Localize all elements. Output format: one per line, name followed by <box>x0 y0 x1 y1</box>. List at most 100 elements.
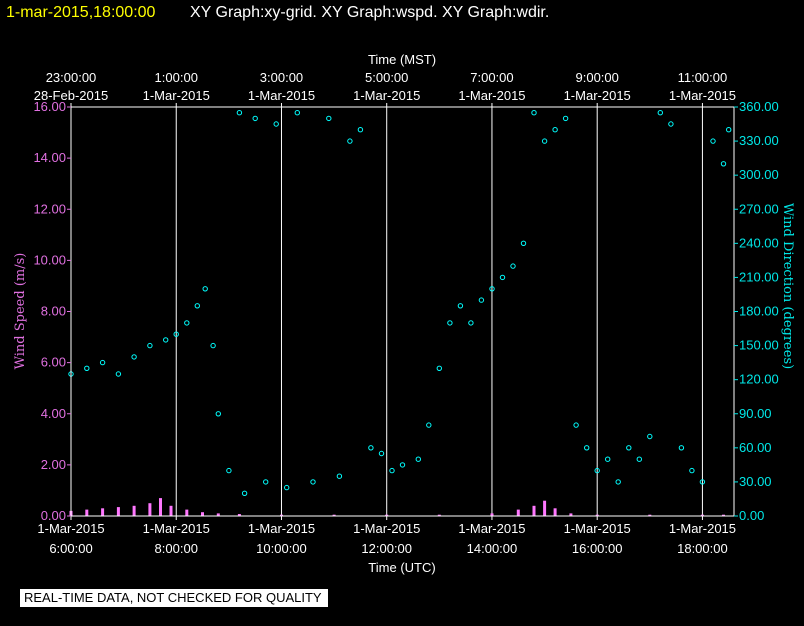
wdir-point <box>163 337 169 343</box>
wdir-point <box>573 422 579 428</box>
wdir-point <box>531 110 537 116</box>
wdir-point <box>202 286 208 292</box>
left-tick-label: 14.00 <box>33 150 66 165</box>
left-axis-title: Wind Speed (m/s) <box>13 253 28 370</box>
wdir-point <box>678 445 685 451</box>
wdir-point <box>215 411 222 417</box>
wdir-point <box>499 274 506 281</box>
quality-note: REAL-TIME DATA, NOT CHECKED FOR QUALITY <box>20 589 328 607</box>
wdir-point <box>236 110 243 116</box>
wdir-point <box>294 110 300 116</box>
wdir-point <box>478 297 485 303</box>
right-tick-label: 210.00 <box>739 269 779 284</box>
wdir-point <box>210 342 216 349</box>
wdir-point <box>699 479 706 485</box>
wdir-point <box>131 354 137 360</box>
right-tick-label: 180.00 <box>739 304 779 319</box>
right-tick-label: 0.00 <box>739 508 764 523</box>
wdir-point <box>326 115 332 122</box>
wdir-point <box>368 445 374 451</box>
right-tick-label: 300.00 <box>739 167 779 182</box>
wdir-point <box>194 303 201 309</box>
wdir-point <box>415 456 421 462</box>
plot-frame <box>70 106 735 517</box>
bottom-tick-date: 1-Mar-2015 <box>669 521 736 536</box>
top-tick-time: 9:00:00 <box>576 70 619 85</box>
wdir-point <box>115 371 122 377</box>
left-tick-label: 12.00 <box>33 201 66 216</box>
top-tick-date: 1-Mar-2015 <box>353 88 420 103</box>
wdir-point <box>378 450 385 457</box>
wdir-point <box>357 127 364 133</box>
wdir-point <box>626 445 632 451</box>
right-tick-label: 30.00 <box>739 474 772 489</box>
wdir-point <box>594 467 600 474</box>
top-axis-ticks: 23:00:00 28-Feb-2015 1:00:00 1-Mar-2015 3:00… <box>34 70 736 107</box>
top-tick-time: 11:00:00 <box>678 70 728 85</box>
top-tick-time: 5:00:00 <box>365 70 408 85</box>
bottom-tick-time: 8:00:00 <box>155 541 198 556</box>
wdir-point <box>668 121 674 127</box>
bottom-axis-ticks: 1-Mar-2015 6:00:00 1-Mar-2015 8:00:00 1-Mar-… <box>37 516 736 556</box>
top-tick-date: 1-Mar-2015 <box>564 88 631 103</box>
top-tick-date: 1-Mar-2015 <box>458 88 525 103</box>
wdir-point <box>241 490 248 496</box>
wdir-point <box>562 115 569 122</box>
wdir-point <box>226 467 232 474</box>
right-tick-label: 150.00 <box>739 338 779 353</box>
left-tick-label: 2.00 <box>41 457 66 472</box>
bottom-tick-date: 1-Mar-2015 <box>458 521 525 536</box>
wdir-point <box>252 115 258 122</box>
top-tick-date: 1-Mar-2015 <box>143 88 210 103</box>
bottom-axis-title: Time (UTC) <box>368 560 435 575</box>
wdir-point <box>657 110 663 116</box>
wdir-point <box>273 121 279 127</box>
wdir-point <box>336 473 343 479</box>
bottom-tick-date: 1-Mar-2015 <box>248 521 315 536</box>
wdir-point <box>489 286 495 292</box>
left-tick-label: 4.00 <box>41 406 66 421</box>
vertical-grid <box>175 107 703 516</box>
top-tick-date: 28-Feb-2015 <box>34 88 108 103</box>
wdir-point <box>710 138 716 144</box>
bottom-tick-date: 1-Mar-2015 <box>37 521 104 536</box>
bottom-tick-date: 1-Mar-2015 <box>353 521 420 536</box>
wdir-series <box>68 110 732 496</box>
wdir-point <box>173 331 179 337</box>
header-date: 1-mar-2015,18:00:00 <box>6 4 156 21</box>
wdir-point <box>389 467 395 474</box>
right-tick-label: 240.00 <box>739 235 779 250</box>
left-tick-label: 6.00 <box>41 355 66 370</box>
wdir-point <box>584 445 590 451</box>
right-tick-label: 60.00 <box>739 440 772 455</box>
wdir-point <box>426 422 432 428</box>
left-axis-ticks: 0.00 2.00 4.00 6.00 8.00 10.00 12.00 14.00 16.00 <box>33 99 71 523</box>
bottom-tick-time: 18:00:00 <box>677 541 728 556</box>
wdir-point <box>310 479 316 485</box>
right-tick-label: 360.00 <box>739 99 779 114</box>
wdir-point <box>99 359 106 366</box>
wspd-series <box>69 498 725 516</box>
top-tick-time: 3:00:00 <box>260 70 303 85</box>
top-tick-date: 1-Mar-2015 <box>669 88 736 103</box>
top-tick-time: 23:00:00 <box>46 70 97 85</box>
left-tick-label: 10.00 <box>33 252 66 267</box>
wdir-point <box>726 127 732 133</box>
wdir-point <box>447 320 453 326</box>
wdir-point <box>468 320 474 326</box>
left-tick-label: 0.00 <box>41 508 66 523</box>
right-axis-ticks: 0.00 30.00 60.00 90.00 120.00 150.00 180.00 210… <box>734 99 779 523</box>
right-axis-title: Wind Direction (degrees) <box>780 203 795 369</box>
wdir-point <box>284 484 290 491</box>
top-tick-time: 7:00:00 <box>470 70 513 85</box>
bottom-tick-time: 12:00:00 <box>361 541 412 556</box>
wdir-point <box>720 161 727 167</box>
bottom-tick-time: 6:00:00 <box>49 541 92 556</box>
left-tick-label: 8.00 <box>41 304 66 319</box>
wdir-point <box>647 433 653 440</box>
right-tick-label: 120.00 <box>739 372 779 387</box>
wdir-point <box>689 467 695 474</box>
bottom-tick-time: 16:00:00 <box>572 541 623 556</box>
top-axis-title: Time (MST) <box>368 52 436 67</box>
